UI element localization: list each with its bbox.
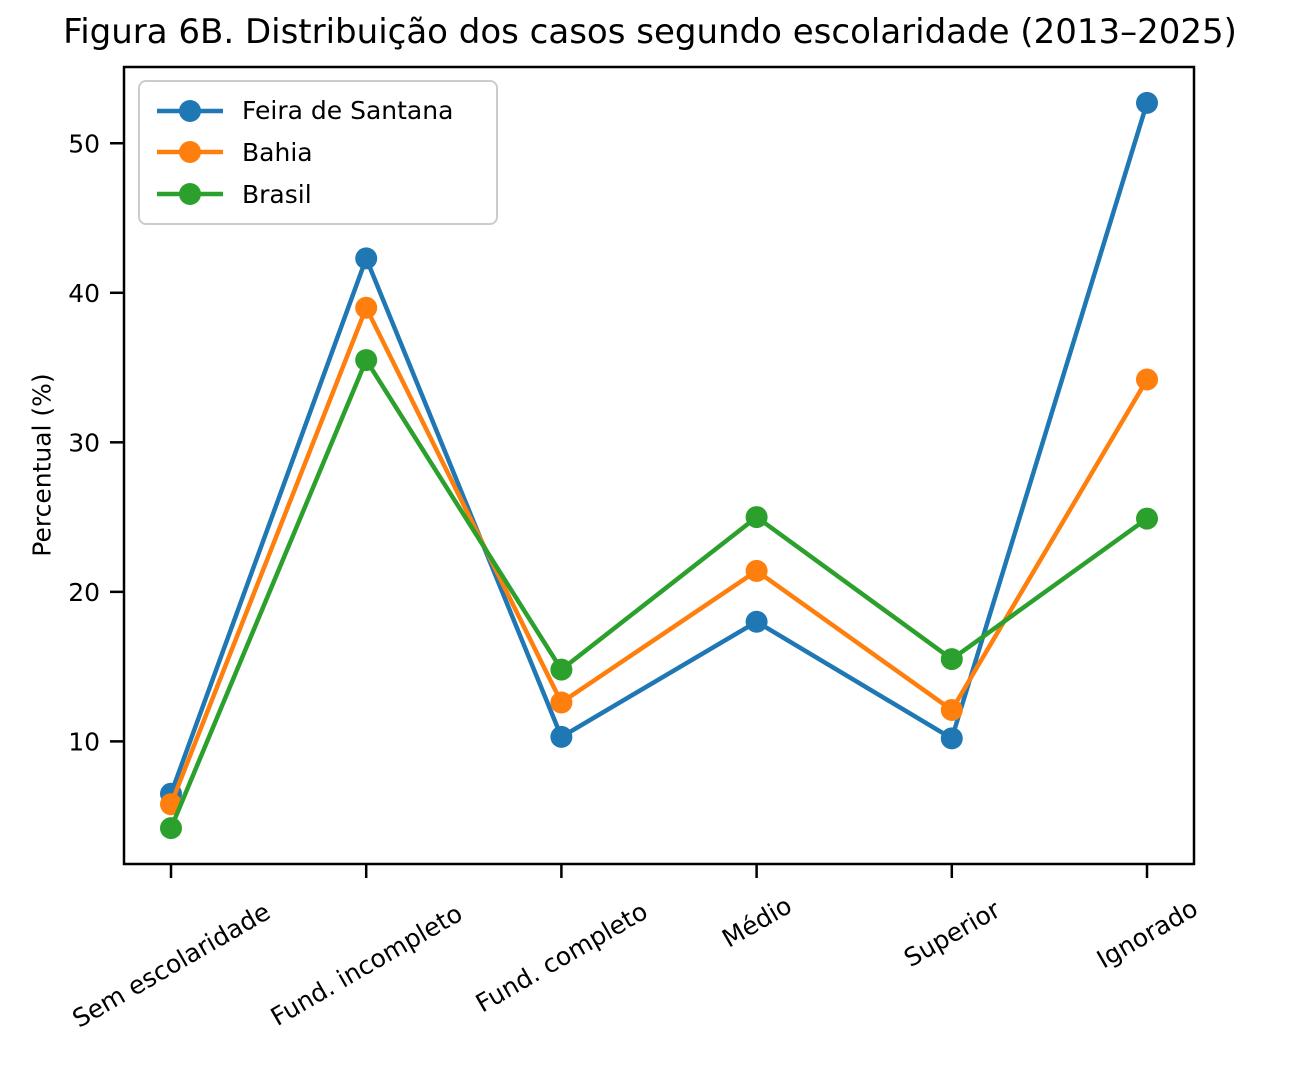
x-tick-label: Médio [717, 891, 797, 954]
data-point-feira-de-santana-1 [355, 247, 378, 270]
series-line-feira-de-santana [168, 100, 1150, 796]
data-point-bahia-1 [355, 296, 378, 319]
data-point-bahia-2 [550, 691, 573, 714]
legend-dot-icon [179, 183, 201, 206]
legend-label: Brasil [242, 179, 312, 209]
data-point-bahia-4 [940, 698, 963, 721]
x-tick-label: Fund. incompleto [266, 899, 468, 1032]
y-tick-label: 50 [68, 129, 100, 158]
y-tick-label: 30 [68, 428, 100, 457]
legend-marker-icon-feira-de-santana [157, 99, 223, 122]
data-point-brasil-5 [1136, 507, 1158, 530]
y-tick-label: 40 [68, 279, 100, 308]
data-point-feira-de-santana-4 [940, 727, 963, 750]
x-tick-label: Superior [899, 894, 1006, 972]
legend-label: Feira de Santana [242, 96, 454, 126]
x-tick-label: Ignorado [1092, 893, 1203, 974]
plot-border [122, 65, 1196, 866]
data-point-brasil-4 [940, 648, 963, 671]
legend-label: Bahia [242, 137, 313, 167]
data-point-feira-de-santana-5 [1136, 91, 1158, 114]
data-point-feira-de-santana-2 [550, 725, 573, 748]
legend-item-feira-de-santana: Feira de Santana [154, 97, 482, 125]
x-tick-label: Fund. completo [471, 896, 653, 1018]
legend-marker-icon-brasil [157, 183, 223, 206]
y-tick-label: 10 [68, 727, 100, 756]
chart-title: Figura 6B. Distribuição dos casos segund… [63, 12, 1237, 52]
legend-dot-icon [179, 141, 201, 164]
legend-dot-icon [179, 99, 201, 122]
data-point-bahia-5 [1136, 368, 1158, 391]
data-point-brasil-0 [160, 817, 182, 840]
data-point-bahia-3 [745, 559, 768, 582]
series-line-brasil [168, 357, 1150, 831]
legend-item-bahia: Bahia [154, 138, 482, 166]
legend-item-brasil: Brasil [154, 180, 482, 208]
series-line-bahia [168, 305, 1150, 807]
data-point-brasil-3 [745, 506, 768, 529]
legend: Feira de Santana Bahia Brasil [138, 80, 498, 225]
legend-marker-icon-bahia [157, 141, 223, 164]
y-tick-label: 20 [68, 578, 100, 607]
x-tick-label: Sem escolaridade [67, 897, 275, 1034]
data-point-brasil-2 [550, 658, 573, 681]
data-point-brasil-1 [355, 349, 378, 372]
data-point-feira-de-santana-3 [745, 610, 768, 633]
